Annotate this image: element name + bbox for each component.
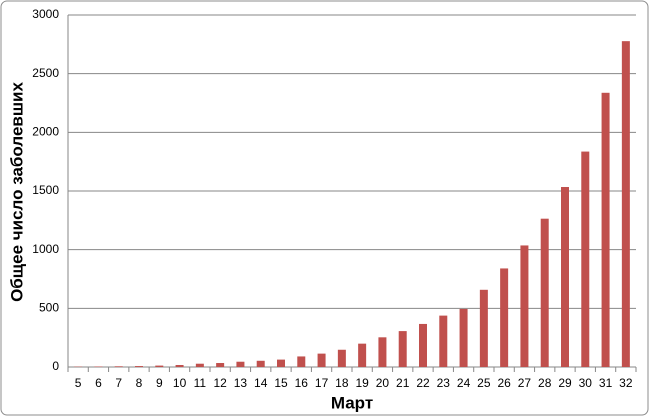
y-tick-label: 500 xyxy=(39,301,59,315)
x-tick-label: 13 xyxy=(234,376,248,390)
y-tick-label: 1000 xyxy=(32,242,59,256)
bar xyxy=(175,365,184,367)
x-tick-label: 32 xyxy=(619,376,633,390)
x-tick-label: 6 xyxy=(95,376,102,390)
bar xyxy=(500,268,509,367)
bar xyxy=(236,361,245,367)
y-tick-label: 2000 xyxy=(32,125,59,139)
bar xyxy=(155,365,164,367)
x-tick-label: 5 xyxy=(75,376,82,390)
bar xyxy=(581,151,590,367)
y-tick-label: 0 xyxy=(52,359,59,373)
x-tick-label: 7 xyxy=(115,376,122,390)
bar xyxy=(358,343,367,367)
x-tick-label: 30 xyxy=(579,376,593,390)
x-tick-label: 25 xyxy=(477,376,491,390)
x-tick-label: 26 xyxy=(497,376,511,390)
x-tick-label: 16 xyxy=(295,376,309,390)
bar xyxy=(256,360,265,367)
x-tick-label: 11 xyxy=(194,376,207,390)
x-tick-label: 28 xyxy=(538,376,552,390)
x-tick-label: 17 xyxy=(315,376,329,390)
bar xyxy=(297,356,306,367)
bar xyxy=(439,315,448,367)
bar xyxy=(520,245,529,367)
x-tick-label: 21 xyxy=(396,376,410,390)
x-tick-label: 22 xyxy=(416,376,430,390)
x-tick-label: 8 xyxy=(136,376,143,390)
x-tick-label: 24 xyxy=(457,376,471,390)
x-tick-label: 29 xyxy=(558,376,572,390)
x-tick-label: 15 xyxy=(274,376,288,390)
x-tick-label: 23 xyxy=(437,376,451,390)
y-tick-label: 2500 xyxy=(32,66,59,80)
bar xyxy=(337,349,346,367)
y-axis-title: Общее число заболевших xyxy=(7,82,26,302)
bar xyxy=(216,363,225,367)
bar xyxy=(479,289,488,367)
y-tick-label: 1500 xyxy=(32,183,59,197)
bar xyxy=(398,331,407,367)
x-tick-label: 27 xyxy=(518,376,532,390)
bar xyxy=(135,366,143,367)
bar xyxy=(378,337,387,367)
x-tick-label: 31 xyxy=(599,376,613,390)
bar xyxy=(277,359,285,367)
x-tick-label: 9 xyxy=(156,376,163,390)
bar xyxy=(317,353,326,367)
bar xyxy=(561,187,569,367)
x-tick-label: 12 xyxy=(213,376,227,390)
x-tick-label: 14 xyxy=(254,376,268,390)
x-tick-label: 19 xyxy=(355,376,369,390)
bar xyxy=(540,218,549,367)
x-axis-title: Март xyxy=(331,393,373,412)
bar xyxy=(419,323,427,367)
bar xyxy=(459,308,468,367)
x-tick-label: 20 xyxy=(376,376,390,390)
y-tick-label: 3000 xyxy=(32,7,59,21)
bar xyxy=(621,41,630,367)
x-tick-label: 10 xyxy=(173,376,187,390)
x-tick-label: 18 xyxy=(335,376,349,390)
bar xyxy=(601,92,610,368)
bar xyxy=(114,366,123,367)
bar xyxy=(195,363,204,367)
